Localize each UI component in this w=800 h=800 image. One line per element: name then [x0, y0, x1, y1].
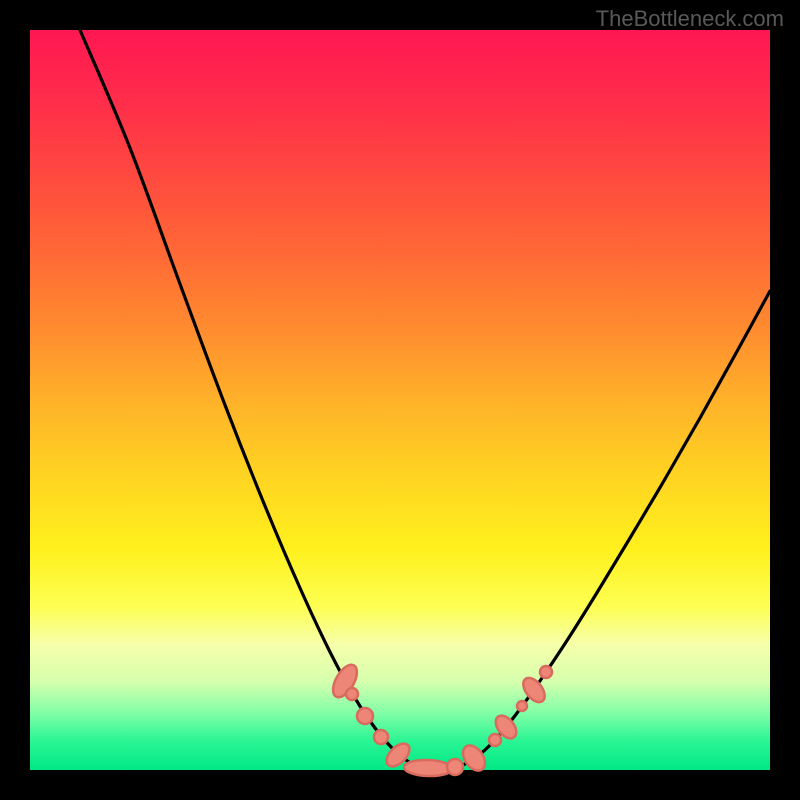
- bottleneck-chart: [0, 0, 800, 800]
- chart-container: TheBottleneck.com: [0, 0, 800, 800]
- marker: [489, 734, 501, 746]
- marker: [357, 708, 373, 724]
- marker: [374, 730, 388, 744]
- marker: [346, 688, 358, 700]
- marker: [404, 759, 453, 777]
- marker: [540, 666, 552, 678]
- marker: [517, 701, 527, 711]
- chart-gradient-panel: [30, 30, 770, 770]
- marker: [447, 759, 463, 775]
